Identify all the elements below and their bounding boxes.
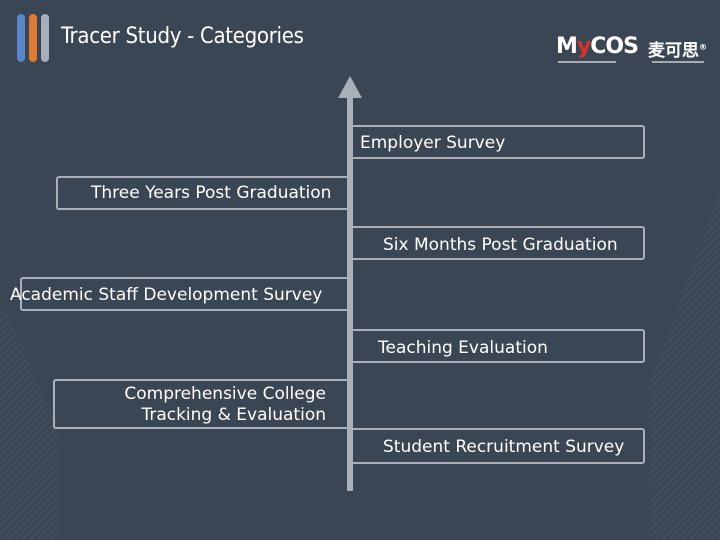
up-arrow-icon: [338, 76, 362, 98]
logo-chinese-name: 麦可思®: [648, 41, 707, 61]
accent-bar-gray: [41, 14, 49, 62]
mycos-logo: MyCOS 麦可思®: [556, 34, 708, 70]
background-hatch-left: [0, 300, 60, 540]
timeline-axis: [347, 92, 353, 491]
category-comprehensive-college-tracking: Comprehensive College Tracking & Evaluat…: [53, 379, 350, 429]
background-hatch-right: [650, 190, 720, 540]
accent-bar-orange: [29, 14, 37, 62]
category-teaching-evaluation: Teaching Evaluation: [350, 329, 645, 363]
category-six-months-post-graduation: Six Months Post Graduation: [350, 226, 645, 260]
logo-wordmark: MyCOS: [556, 34, 639, 59]
category-employer-survey: Employer Survey: [350, 125, 645, 159]
category-three-years-post-graduation: Three Years Post Graduation: [56, 176, 350, 210]
category-student-recruitment-survey: Student Recruitment Survey: [350, 428, 645, 464]
logo-accent-letter: y: [576, 34, 591, 59]
accent-bar-blue: [17, 14, 25, 62]
page-title: Tracer Study - Categories: [61, 24, 304, 49]
logo-tagline-graphic: [556, 59, 706, 65]
category-academic-staff-development-survey: Academic Staff Development Survey: [10, 277, 350, 311]
